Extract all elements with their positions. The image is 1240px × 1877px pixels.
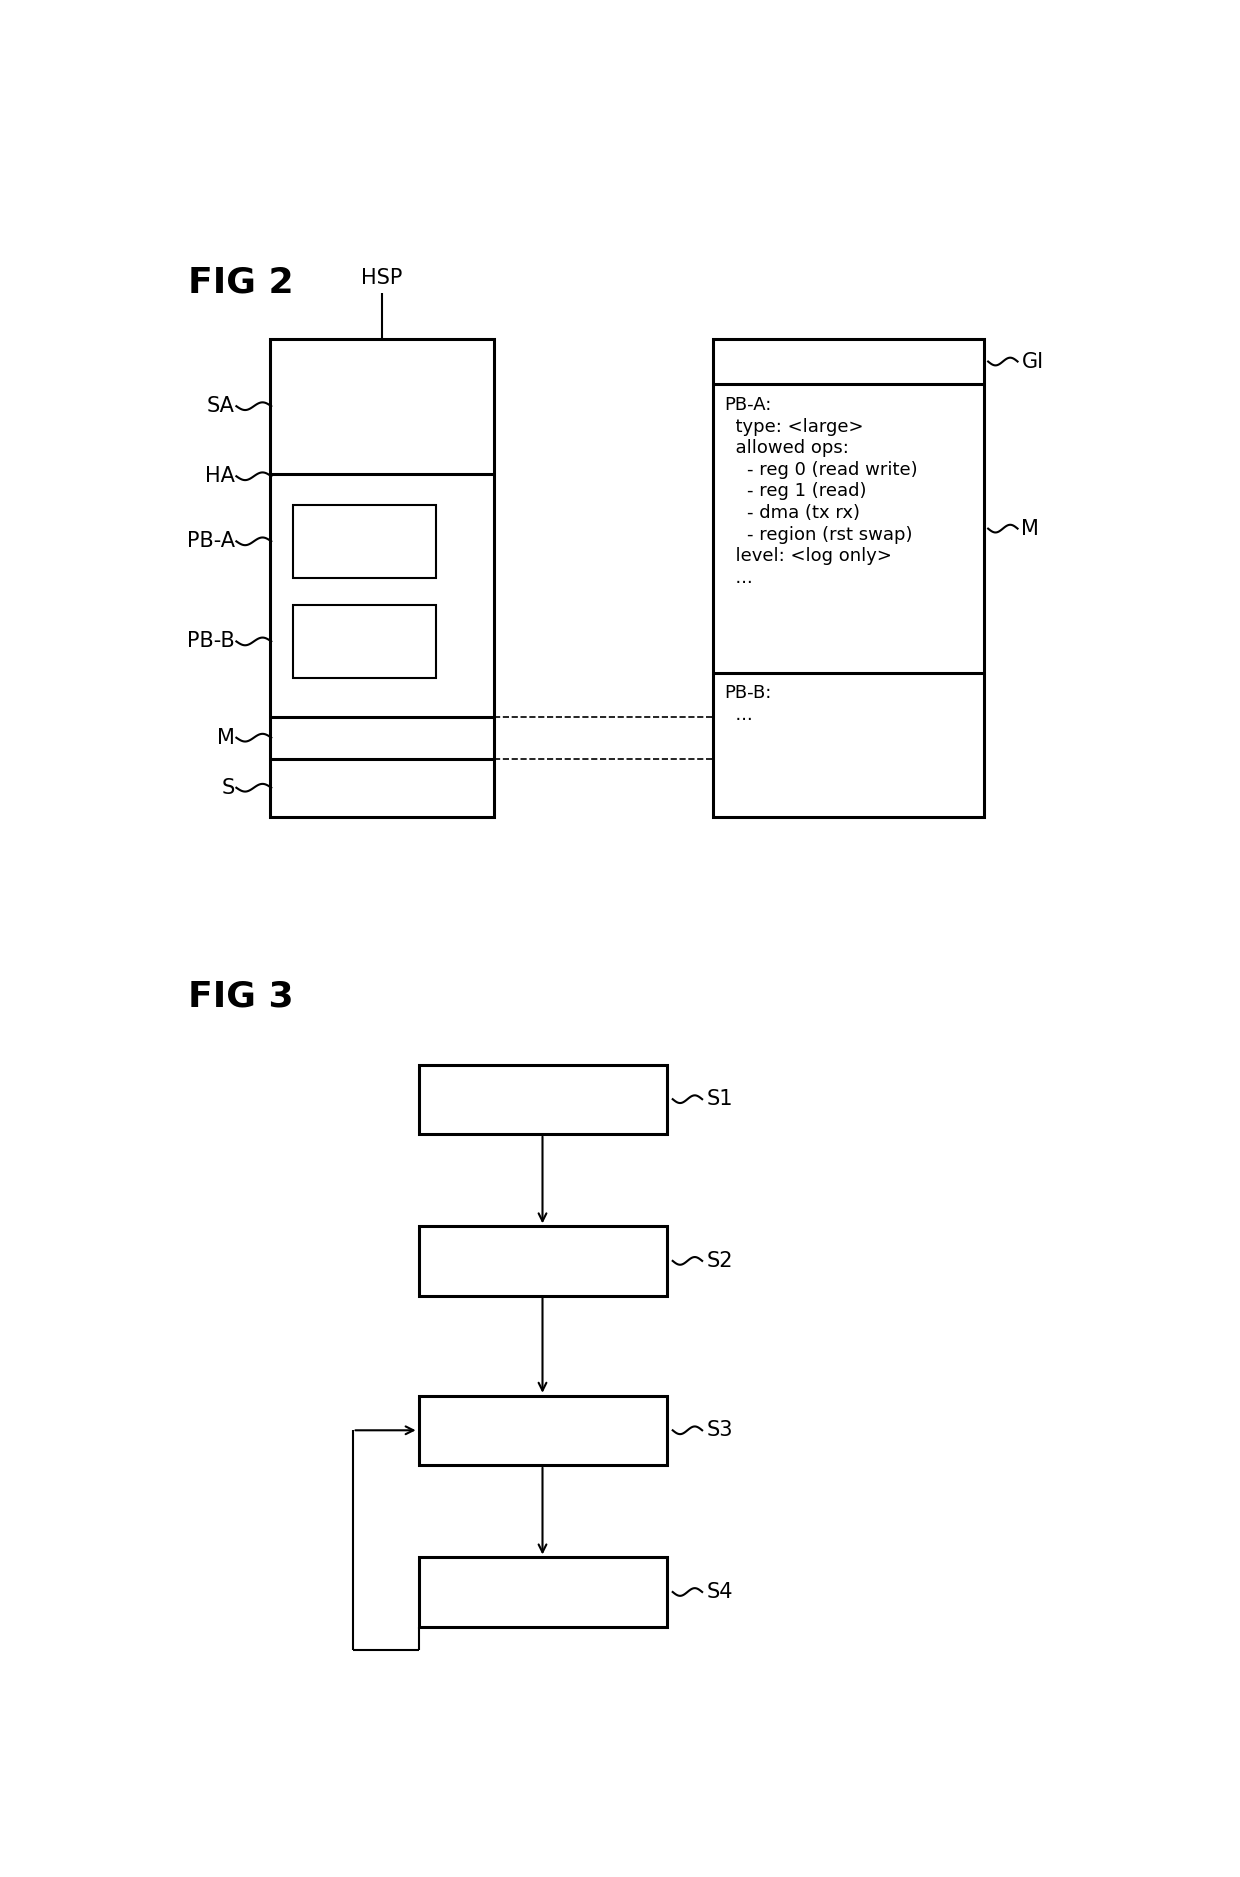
Bar <box>293 604 436 678</box>
Text: HSP: HSP <box>361 268 403 287</box>
Text: S: S <box>222 777 234 798</box>
Text: PB-A: PB-A <box>187 531 234 552</box>
Text: level: <log only>: level: <log only> <box>724 546 892 565</box>
Text: SA: SA <box>207 396 234 417</box>
Text: PB-A:: PB-A: <box>724 396 771 415</box>
Text: PB-B: PB-B <box>187 631 234 651</box>
Text: HA: HA <box>205 465 234 486</box>
Text: type: <large>: type: <large> <box>724 419 863 435</box>
Text: - dma (tx rx): - dma (tx rx) <box>724 505 859 522</box>
Bar <box>419 1064 667 1134</box>
Text: M: M <box>1022 518 1039 539</box>
Text: M: M <box>217 728 234 747</box>
Bar <box>419 1558 667 1627</box>
Text: ...: ... <box>724 706 753 725</box>
Text: - reg 0 (read write): - reg 0 (read write) <box>724 462 918 479</box>
Text: PB-B:: PB-B: <box>724 683 771 702</box>
Text: S3: S3 <box>707 1421 733 1440</box>
Text: S2: S2 <box>707 1250 733 1271</box>
Bar <box>713 340 985 816</box>
Bar <box>419 1226 667 1295</box>
Text: FIG 3: FIG 3 <box>187 980 293 1014</box>
Text: GI: GI <box>1022 351 1044 372</box>
Text: FIG 2: FIG 2 <box>187 265 293 298</box>
Text: ...: ... <box>724 569 753 588</box>
Bar <box>270 340 495 816</box>
Text: S1: S1 <box>707 1089 733 1109</box>
Text: - reg 1 (read): - reg 1 (read) <box>724 482 867 501</box>
Bar <box>419 1396 667 1464</box>
Text: S4: S4 <box>707 1582 733 1601</box>
Bar <box>293 505 436 578</box>
Text: - region (rst swap): - region (rst swap) <box>724 526 913 544</box>
Text: allowed ops:: allowed ops: <box>724 439 848 458</box>
